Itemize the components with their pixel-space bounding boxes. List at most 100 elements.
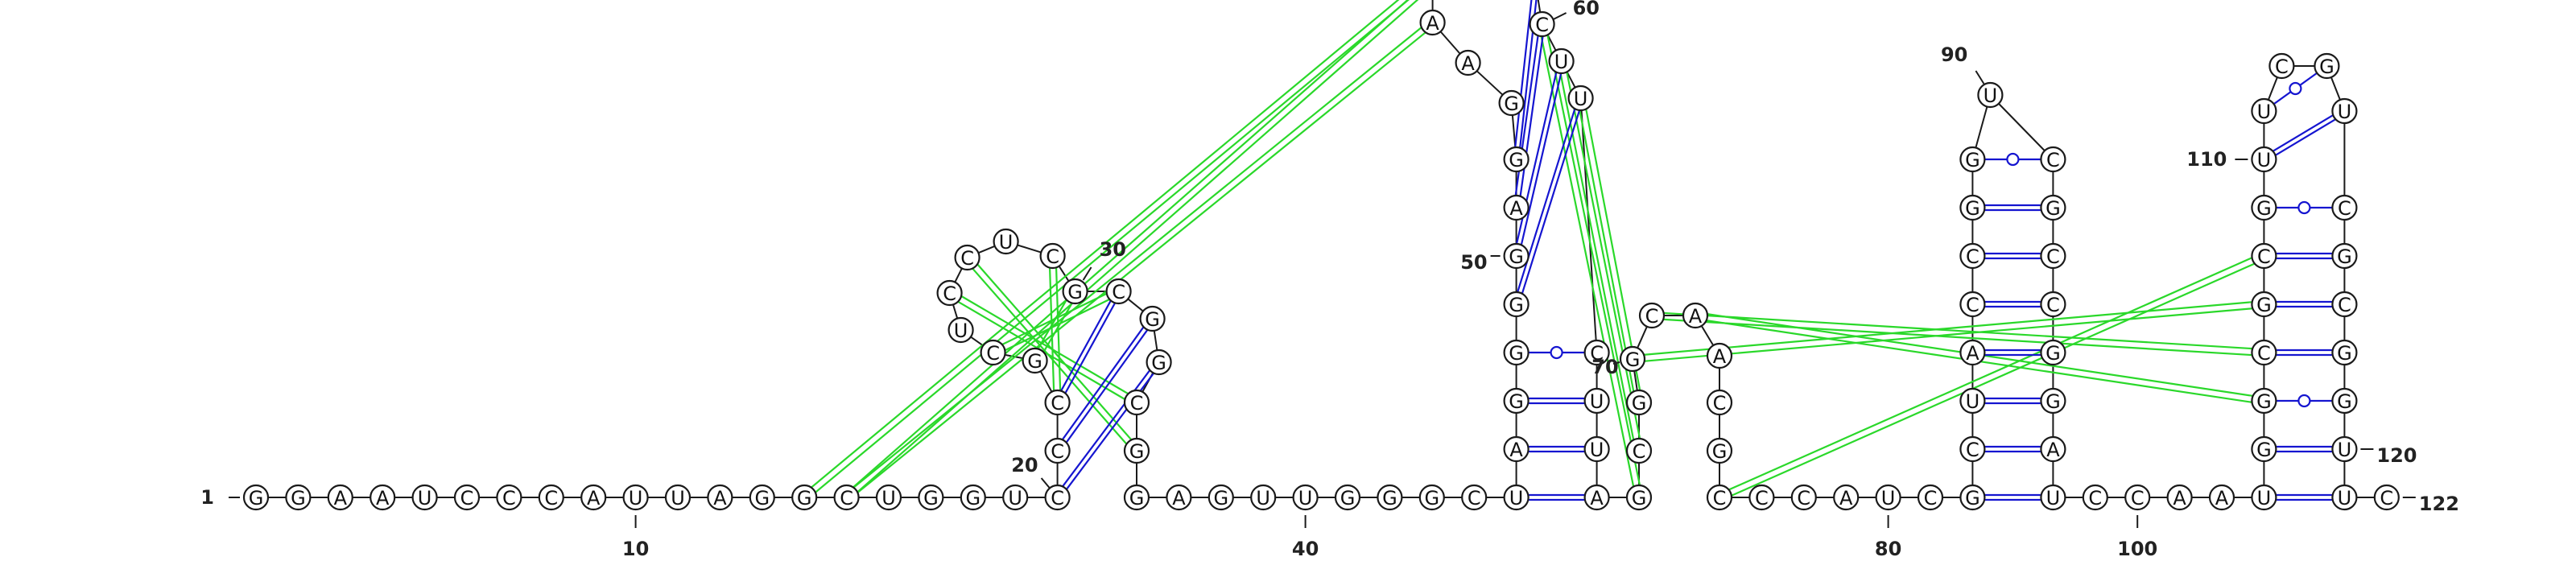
watson-crick-pair — [1521, 109, 1581, 294]
backbone-segment — [1537, 0, 1542, 13]
pseudoknot-pair — [852, 0, 1410, 488]
nucleotide-circle — [1917, 484, 1944, 511]
watson-crick-pair — [1065, 329, 1149, 443]
nucleotide: C — [1959, 242, 1986, 270]
nucleotide-circle — [2373, 484, 2400, 511]
nucleotide: G — [1706, 437, 1733, 464]
nucleotide-letter: U — [2257, 149, 2272, 171]
nucleotide: U — [1250, 484, 1277, 511]
nucleotide-circle — [2040, 387, 2066, 415]
nucleotide: G — [2331, 339, 2358, 366]
nucleotide: C — [1706, 389, 1733, 416]
backbone-segment — [1546, 34, 1557, 52]
pseudoknot-pair — [961, 295, 1129, 394]
pseudoknot-pair — [1540, 36, 1635, 487]
nucleotide-circle — [954, 244, 980, 271]
pseudoknot-pair — [1048, 268, 1055, 391]
nucleotide-circle — [1706, 484, 1733, 511]
nucleotide-letter: U — [1256, 487, 1270, 509]
nucleotide-letter: C — [2257, 245, 2271, 268]
nucleotide: G — [1625, 484, 1653, 511]
backbone-segment — [952, 304, 959, 319]
nucleotide-letter: C — [943, 283, 956, 305]
nucleotide: U — [875, 484, 902, 511]
nucleotide-letter: G — [2256, 439, 2272, 461]
nucleotide-circle — [1250, 484, 1277, 511]
position-tick — [1612, 361, 1620, 365]
nucleotide-letter: C — [1051, 392, 1064, 415]
position-tick — [1553, 12, 1567, 20]
nucleotide-circle — [496, 484, 522, 511]
nucleotide: U — [1875, 484, 1901, 511]
nucleotide-letter: U — [999, 231, 1013, 254]
nucleotide: G — [1123, 484, 1150, 511]
backbone-segment — [1637, 326, 1648, 349]
pseudoknot-pair — [1579, 110, 1635, 392]
pseudoknot-pair — [857, 0, 1419, 493]
nucleotide-circle — [538, 484, 564, 511]
nucleotide-letter: U — [1590, 439, 1604, 461]
nucleotide-circle — [2040, 146, 2066, 173]
nucleotide-circle — [1567, 85, 1594, 112]
nucleotide: U — [1583, 387, 1610, 415]
nucleotide-circle — [1461, 484, 1488, 511]
nucleotide-letter: G — [1632, 392, 1647, 415]
nucleotide-letter: C — [986, 342, 1000, 365]
nucleotide: G — [1208, 484, 1234, 511]
watson-crick-pair — [1514, 0, 1533, 147]
pseudoknot-pair — [811, 0, 1400, 489]
position-tick — [1082, 266, 1092, 281]
nucleotide-letter: A — [2046, 439, 2060, 461]
nucleotide-letter: G — [2337, 342, 2352, 365]
nucleotide-circle — [622, 484, 649, 511]
nucleotide-circle — [1503, 435, 1530, 463]
nucleotide-circle — [1625, 484, 1653, 511]
pseudoknot-pair — [972, 268, 1127, 445]
nucleotide-circle — [285, 484, 312, 511]
nucleotide-letter: C — [1633, 440, 1646, 463]
nucleotide-letter: C — [960, 247, 974, 270]
nucleotide-circle — [918, 484, 944, 511]
nucleotide: U — [664, 484, 691, 511]
nucleotide-circle — [1529, 10, 1555, 38]
nucleotide-circle — [2166, 484, 2193, 511]
nucleotide: G — [2251, 291, 2277, 318]
nucleotide: G — [1959, 146, 1986, 173]
nucleotide-circle — [2040, 339, 2066, 366]
nucleotide-letter: C — [2275, 56, 2289, 78]
pseudoknot-pair — [815, 0, 1410, 493]
nucleotide: G — [1625, 389, 1653, 416]
nucleotide-letter: C — [2257, 342, 2271, 365]
nucleotide-letter: U — [2338, 487, 2352, 509]
nucleotide: G — [1139, 305, 1166, 332]
nucleotide-letter: C — [1966, 294, 1979, 316]
position-label: 100 — [2117, 538, 2157, 560]
gu-pair-dot — [2006, 152, 2020, 167]
nucleotide-letter: G — [1129, 487, 1145, 509]
backbone-segment — [1153, 330, 1158, 351]
pseudoknot-pair — [1546, 35, 1641, 485]
nucleotide: C — [1044, 484, 1071, 511]
nucleotide: G — [1503, 291, 1530, 318]
nucleotide: G — [1503, 242, 1530, 270]
nucleotide: C — [2040, 291, 2066, 318]
nucleotide-letter: C — [2046, 245, 2060, 268]
nucleotide-circle — [1583, 484, 1610, 511]
nucleotide-circle — [1875, 484, 1901, 511]
nucleotide-circle — [1123, 437, 1150, 464]
nucleotide-circle — [1625, 389, 1653, 416]
nucleotide-letter: U — [671, 487, 685, 509]
nucleotide: U — [1583, 435, 1610, 463]
nucleotide-circle — [242, 484, 270, 511]
nucleotide-letter: G — [1340, 487, 1356, 509]
nucleotide-circle — [1748, 484, 1775, 511]
nucleotide: G — [1959, 194, 1986, 221]
nucleotide-letter: A — [1509, 439, 1523, 461]
nucleotide-circle — [1790, 484, 1817, 511]
nucleotide-circle — [2040, 242, 2066, 270]
position-label: 70 — [1591, 356, 1618, 378]
nucleotide-circle — [1583, 435, 1610, 463]
nucleotide: C — [1461, 484, 1488, 511]
